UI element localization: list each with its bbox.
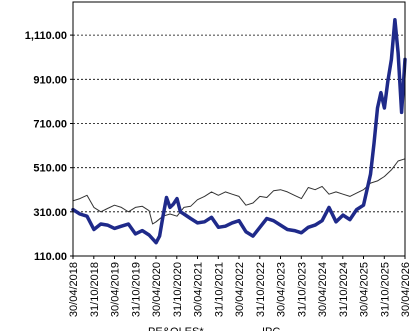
x-tick-label: 31/10/2020: [172, 262, 184, 317]
series-line-thick: [71, 17, 407, 245]
x-tick-label: 30/04/2020: [151, 262, 163, 317]
x-tick-label: 31/10/2018: [89, 262, 101, 317]
x-tick-label: 31/10/2021: [213, 262, 225, 317]
caption-label: IPC: [262, 326, 280, 331]
x-tick-label: 31/10/2022: [255, 262, 267, 317]
x-tick-label: 30/04/2023: [276, 262, 288, 317]
caption-label: PE&OLES*: [148, 326, 204, 331]
bottom-caption: PE&OLES* IPC: [148, 326, 280, 331]
y-axis: 110.00 310.00 510.00 710.00 910.00 1,110.00: [25, 30, 73, 263]
x-tick-label: 31/10/2024: [338, 262, 350, 317]
y-tick-label: 310.00: [33, 207, 67, 219]
y-tick-label: 110.00: [34, 251, 67, 263]
y-tick-label: 710.00: [33, 119, 67, 131]
y-tick-label: 910.00: [33, 74, 67, 86]
x-tick-label: 30/04/2025: [359, 262, 371, 317]
x-tick-label: 30/04/2018: [68, 262, 80, 317]
y-tick-label: 1,110.00: [25, 30, 67, 42]
x-tick-label: 31/10/2019: [130, 262, 142, 317]
gridlines: [73, 34, 405, 213]
x-tick-label: 30/04/2021: [193, 262, 205, 317]
series-line-thin: [72, 158, 406, 225]
y-tick-label: 510.00: [33, 163, 67, 175]
x-tick-label: 31/10/2025: [379, 262, 391, 317]
series-layer: [71, 17, 407, 245]
x-tick-label: 30/04/2026: [400, 262, 412, 317]
x-tick-label: 30/04/2019: [110, 262, 122, 317]
x-tick-label: 30/04/2024: [317, 262, 329, 317]
x-axis: 30/04/2018 31/10/2018 30/04/2019 31/10/2019…: [68, 256, 412, 317]
x-tick-label: 31/10/2023: [296, 262, 308, 317]
x-tick-label: 30/04/2022: [234, 262, 246, 317]
